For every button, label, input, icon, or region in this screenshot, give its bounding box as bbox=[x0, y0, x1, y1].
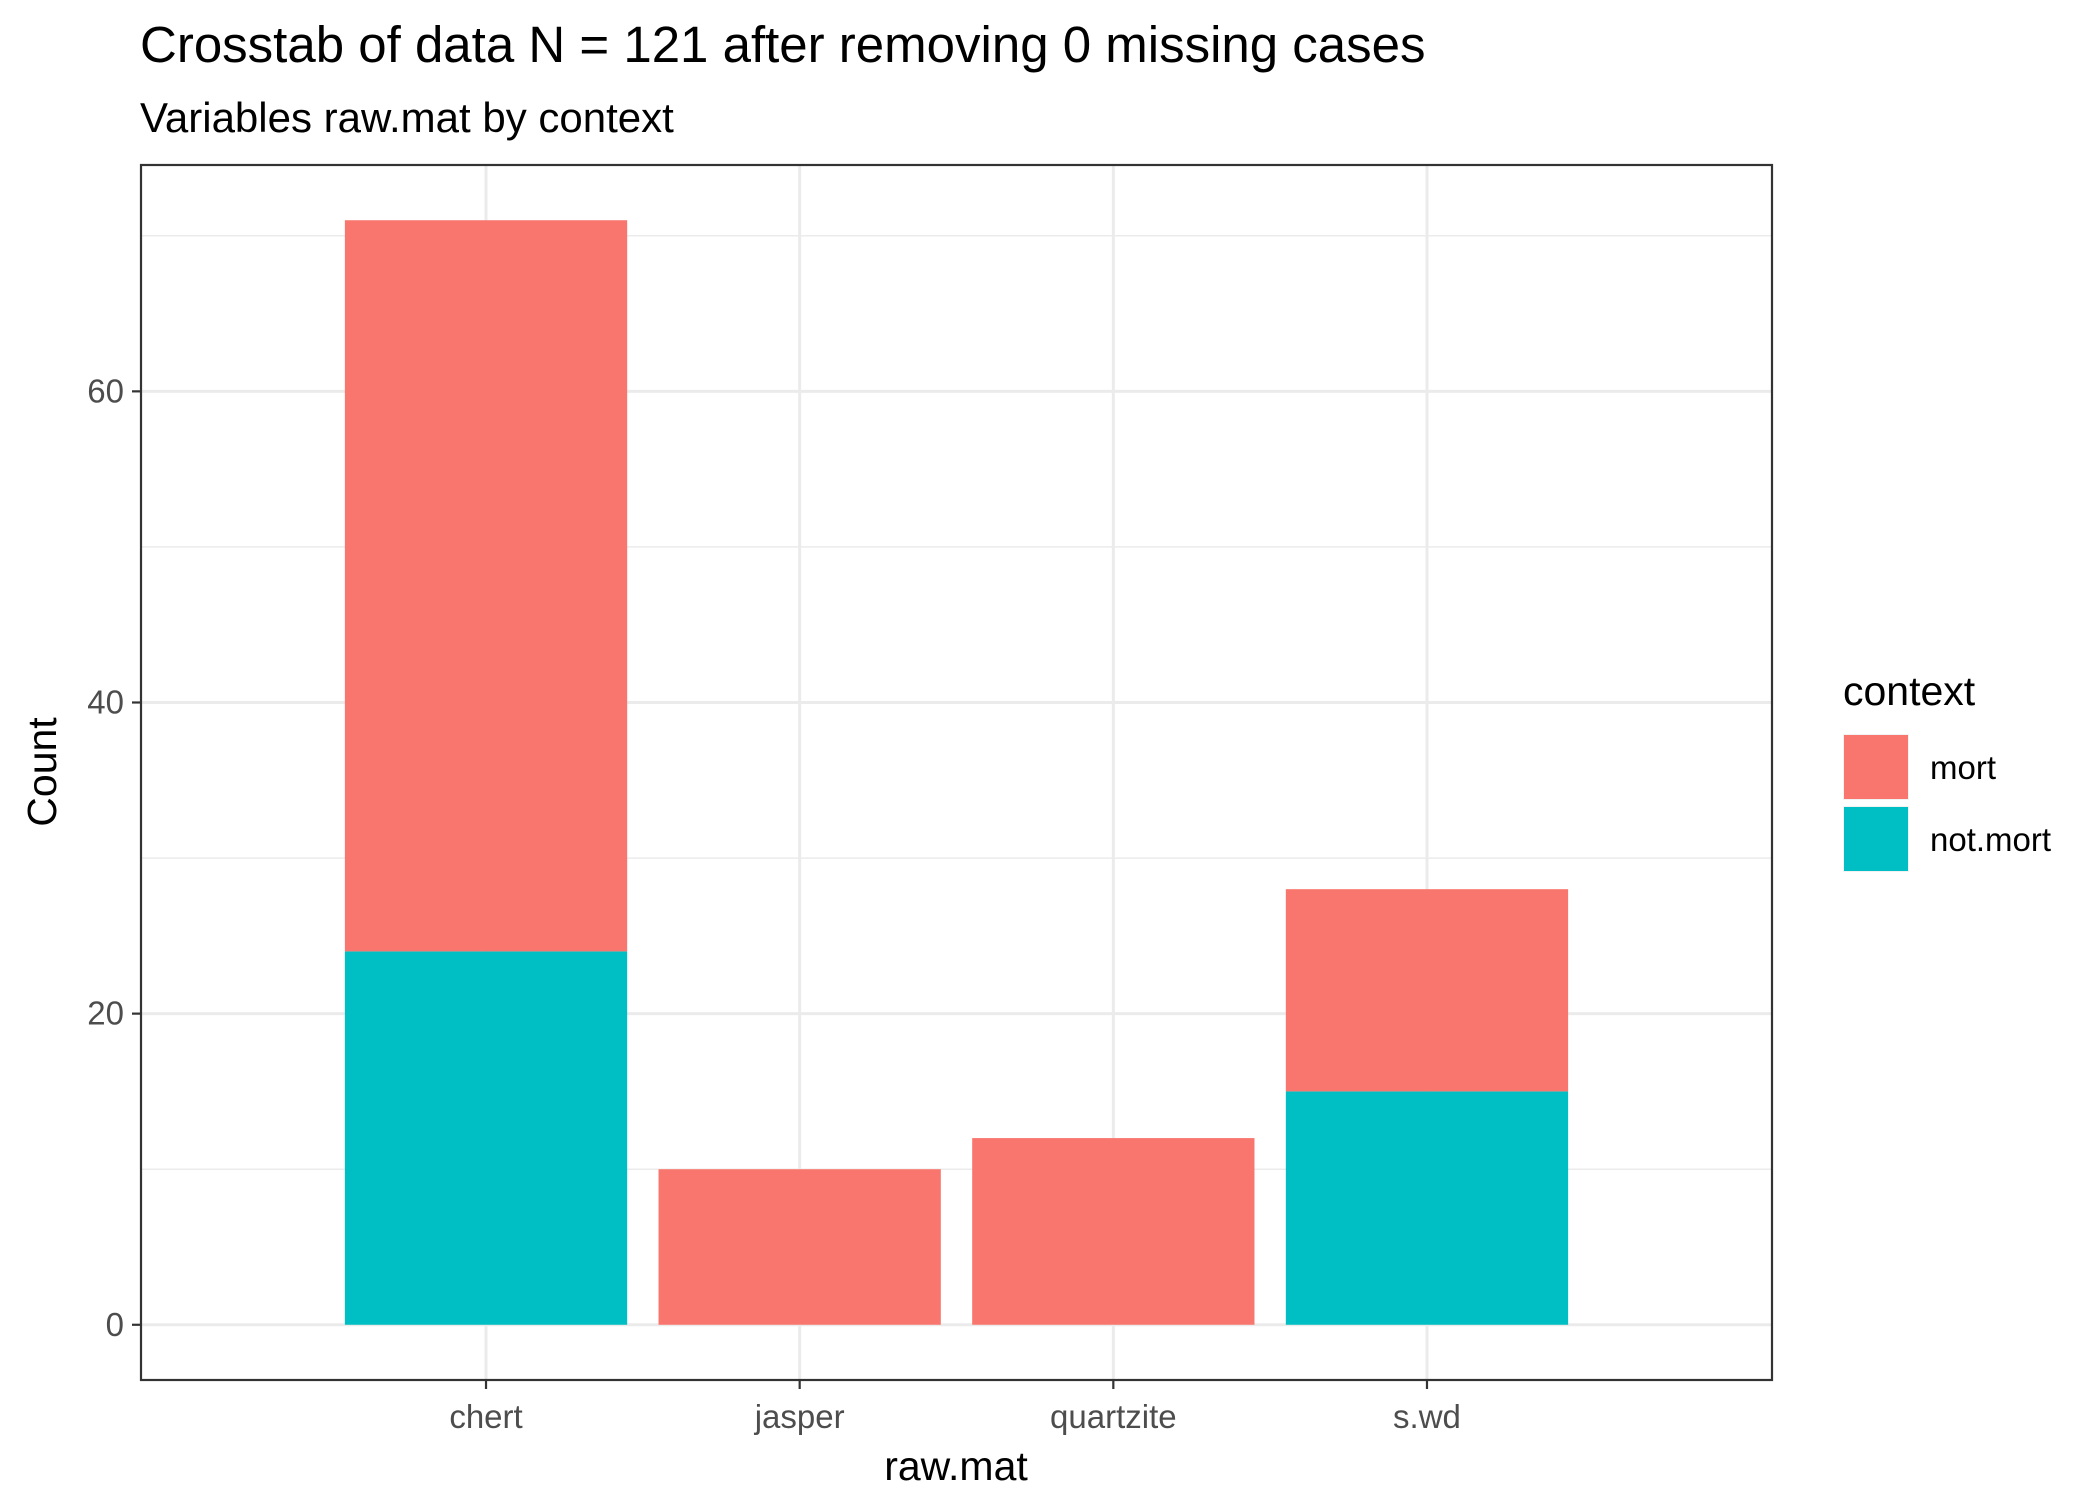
x-tick-label: chert bbox=[449, 1398, 522, 1435]
y-tick-label: 0 bbox=[106, 1306, 124, 1343]
bar-jasper-mort bbox=[658, 1169, 941, 1325]
y-tick-label: 40 bbox=[87, 683, 124, 720]
legend-label-not.mort: not.mort bbox=[1930, 821, 2051, 858]
legend-title: context bbox=[1843, 668, 1976, 714]
bar-chert-mort bbox=[344, 220, 628, 952]
legend: context mort not.mort bbox=[1843, 668, 2051, 872]
chart-title: Crosstab of data N = 121 after removing … bbox=[140, 16, 1426, 73]
bar-chert-not.mort bbox=[344, 951, 628, 1325]
y-tick-label: 60 bbox=[87, 372, 124, 409]
legend-label-mort: mort bbox=[1930, 749, 1996, 786]
plot-panel bbox=[139, 163, 1774, 1382]
bars bbox=[344, 220, 1569, 1325]
y-axis: 0 20 40 60 bbox=[87, 372, 141, 1343]
x-axis: chert jasper quartzite s.wd bbox=[449, 1380, 1461, 1435]
x-tick-label: s.wd bbox=[1393, 1398, 1461, 1435]
y-axis-title: Count bbox=[19, 717, 65, 827]
legend-swatch-not.mort bbox=[1844, 807, 1908, 871]
plot-border bbox=[139, 163, 1774, 1382]
bar-s.wd-not.mort bbox=[1285, 1091, 1569, 1325]
chart-subtitle: Variables raw.mat by context bbox=[140, 94, 674, 141]
bar-s.wd-mort bbox=[1285, 889, 1569, 1092]
legend-items: mort not.mort bbox=[1843, 734, 2051, 872]
x-tick-label: jasper bbox=[754, 1398, 845, 1435]
x-axis-title: raw.mat bbox=[884, 1443, 1028, 1489]
y-tick-label: 20 bbox=[87, 995, 124, 1032]
legend-swatch-mort bbox=[1844, 735, 1908, 799]
x-tick-label: quartzite bbox=[1050, 1398, 1177, 1435]
bar-quartzite-mort bbox=[972, 1138, 1255, 1325]
